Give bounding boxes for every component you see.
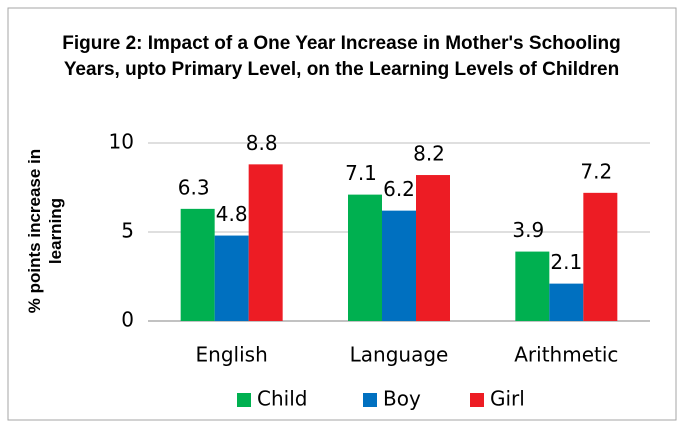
data-label: 8.8 — [246, 131, 278, 155]
data-label: 3.9 — [512, 218, 544, 242]
frame — [7, 7, 677, 421]
data-label: 7.2 — [580, 159, 612, 183]
bar — [248, 164, 283, 321]
legend-swatch — [237, 393, 251, 407]
y-tick-label: 0 — [121, 308, 134, 332]
bar — [549, 283, 584, 321]
x-tick-label: Arithmetic — [514, 343, 618, 367]
data-label: 2.1 — [550, 250, 582, 274]
legend-swatch — [363, 393, 377, 407]
bar — [214, 235, 249, 321]
legend-label: Child — [257, 387, 307, 411]
bar — [416, 175, 450, 321]
x-tick-label: Language — [350, 343, 449, 367]
x-tick-label: English — [196, 343, 268, 367]
legend-swatch — [470, 393, 484, 407]
data-label: 6.2 — [383, 177, 415, 201]
y-tick-label: 5 — [121, 219, 134, 243]
bar — [583, 192, 618, 321]
data-label: 4.8 — [216, 202, 248, 226]
y-tick-label: 10 — [109, 130, 134, 154]
bar — [180, 208, 215, 321]
bar — [348, 194, 382, 321]
y-axis-label: % points increase in learning — [25, 148, 65, 314]
bar — [382, 210, 416, 321]
bar — [515, 251, 550, 321]
data-label: 6.3 — [178, 175, 210, 199]
data-label: 8.2 — [413, 142, 445, 166]
chart-title: Figure 2: Impact of a One Year Increase … — [62, 33, 621, 80]
data-label: 7.1 — [345, 161, 377, 185]
legend-label: Boy — [383, 387, 421, 411]
legend-label: Girl — [490, 387, 525, 411]
